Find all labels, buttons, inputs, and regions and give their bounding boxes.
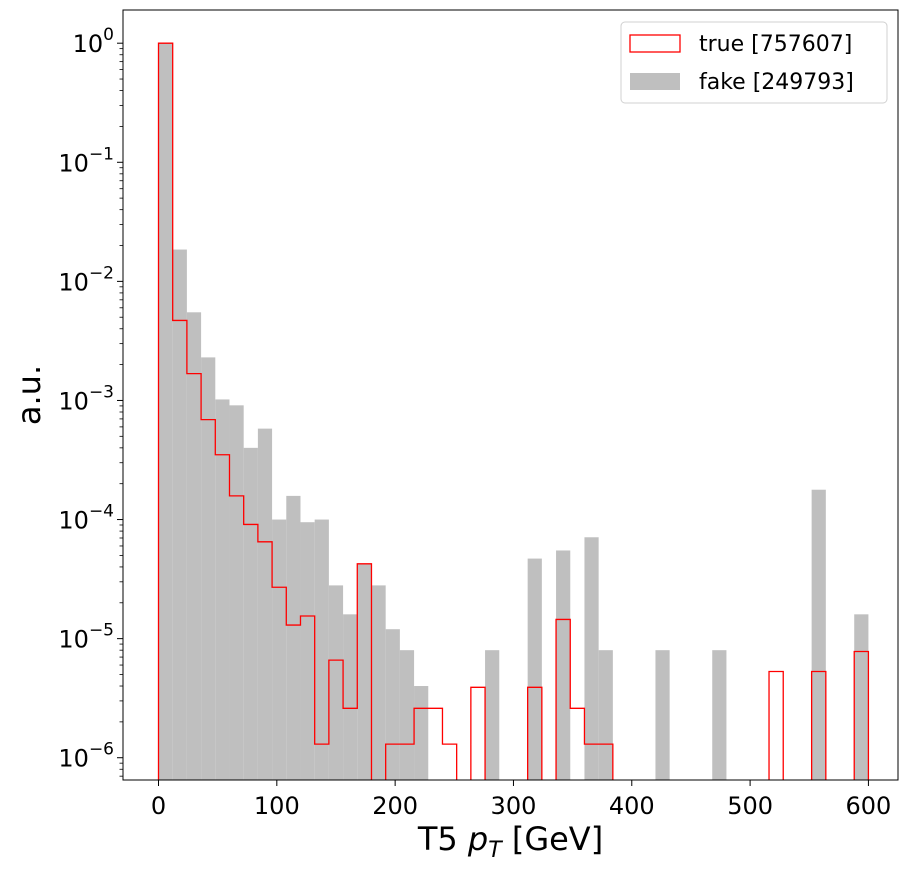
legend: true [757607] fake [249793] bbox=[620, 21, 888, 104]
fake-bar bbox=[655, 650, 670, 780]
axes-frame bbox=[122, 9, 899, 781]
x-axis: 0 100 200 300 400 500 600 bbox=[151, 780, 891, 820]
fake-bar bbox=[272, 519, 287, 780]
y-tick-label: 10−3 bbox=[58, 382, 114, 415]
fake-bar bbox=[712, 650, 727, 780]
x-tick-label: 0 bbox=[151, 792, 166, 820]
fake-bar bbox=[314, 519, 329, 780]
fake-bar bbox=[300, 522, 315, 780]
fake-bar bbox=[854, 614, 869, 780]
legend-swatch-true bbox=[629, 34, 681, 53]
fake-bar bbox=[811, 489, 826, 780]
fake-bar bbox=[257, 428, 273, 780]
y-tick-label: 10−6 bbox=[58, 740, 114, 773]
x-axis-label-p: p bbox=[467, 820, 488, 858]
fake-bar bbox=[527, 558, 542, 780]
fake-bar bbox=[556, 550, 571, 780]
y-tick-label: 100 bbox=[73, 25, 114, 58]
fake-bar bbox=[584, 537, 599, 780]
y-axis: 100 10−1 10−2 10−3 10−4 10−5 10−6 bbox=[58, 25, 123, 777]
y-tick-label: 10−4 bbox=[58, 502, 114, 535]
x-axis-label-main: T5 bbox=[417, 820, 468, 858]
fake-bar bbox=[243, 447, 258, 780]
true-step-line bbox=[157, 42, 870, 780]
fake-bar bbox=[399, 650, 415, 780]
x-axis-label-unit: [GeV] bbox=[502, 820, 604, 858]
y-tick-label: 10−1 bbox=[58, 144, 114, 177]
x-tick-label: 400 bbox=[609, 792, 655, 820]
legend-label: true [757607] bbox=[699, 32, 852, 57]
x-tick-label: 100 bbox=[254, 792, 300, 820]
fake-bar bbox=[186, 312, 202, 780]
y-tick-label: 10−2 bbox=[58, 263, 114, 296]
fake-bar bbox=[215, 399, 230, 780]
fake-bar bbox=[371, 585, 386, 780]
x-tick-label: 200 bbox=[372, 792, 418, 820]
fake-bar bbox=[328, 585, 344, 780]
y-axis-label: a.u. bbox=[10, 365, 48, 425]
x-tick-label: 500 bbox=[727, 792, 773, 820]
x-tick-label: 600 bbox=[846, 792, 892, 820]
fake-bar bbox=[201, 357, 216, 780]
fake-bar bbox=[343, 614, 358, 780]
fake-bar bbox=[158, 43, 173, 780]
x-axis-label-subscript: T bbox=[488, 838, 503, 863]
fake-bar bbox=[598, 650, 613, 780]
legend-label: fake [249793] bbox=[699, 70, 854, 95]
fake-bar bbox=[286, 495, 301, 780]
fake-bar bbox=[172, 249, 187, 780]
fake-series bbox=[158, 43, 869, 780]
true-series bbox=[157, 42, 870, 780]
fake-bar bbox=[414, 686, 429, 780]
y-tick-label: 10−5 bbox=[58, 621, 114, 654]
fake-bar bbox=[485, 650, 500, 780]
fake-bar bbox=[385, 629, 400, 780]
fake-bar bbox=[229, 405, 244, 780]
x-axis-label: T5 pT [GeV] bbox=[417, 820, 603, 863]
legend-box bbox=[620, 21, 888, 104]
legend-swatch-fake bbox=[630, 73, 680, 90]
fake-bar bbox=[357, 564, 372, 780]
x-tick-label: 300 bbox=[491, 792, 537, 820]
